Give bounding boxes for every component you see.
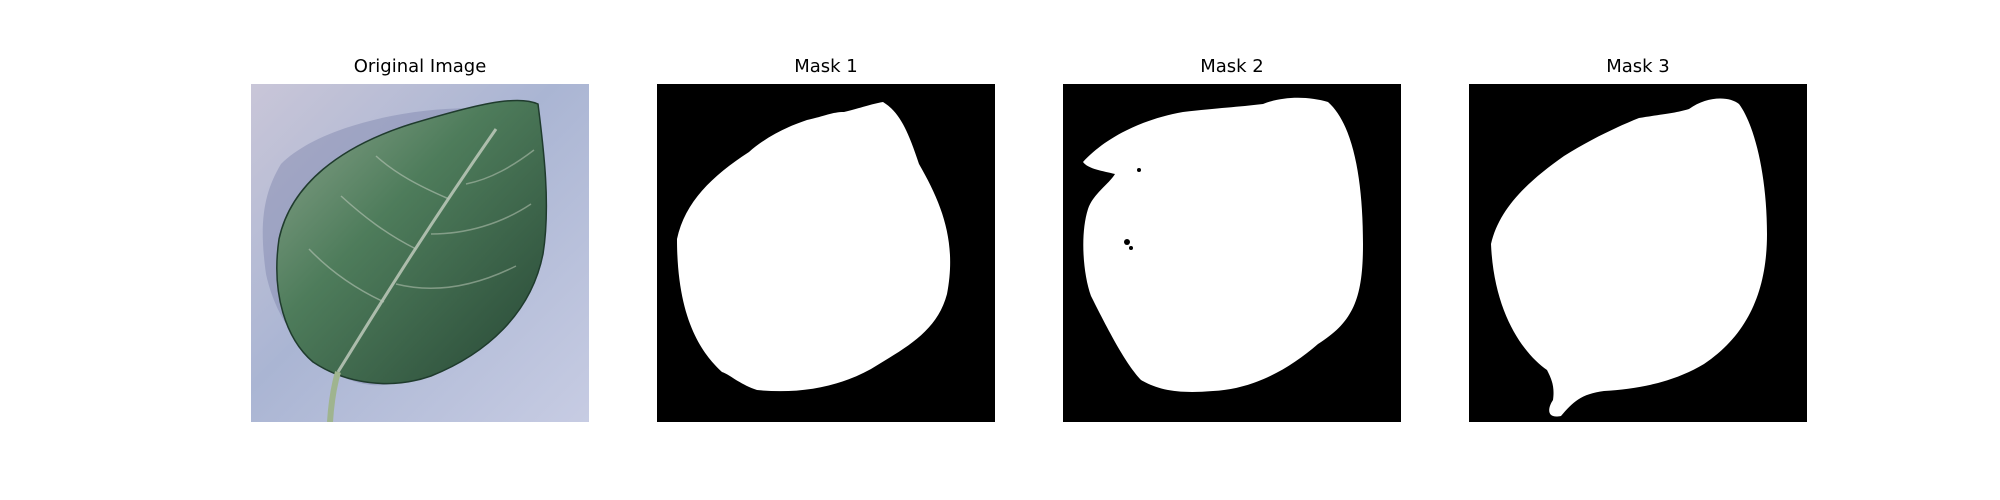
mask-2-image	[1063, 84, 1401, 422]
mask-3-panel	[1469, 84, 1807, 422]
mask-2-title: Mask 2	[1200, 56, 1264, 77]
mask-2-panel	[1063, 84, 1401, 422]
mask-1-title: Mask 1	[794, 56, 858, 77]
mask-1-panel	[657, 84, 995, 422]
original-image-panel	[251, 84, 589, 422]
mask-3-title: Mask 3	[1606, 56, 1670, 77]
mask-3-image	[1469, 84, 1807, 422]
original-image-title: Original Image	[353, 56, 487, 77]
original-leaf-image	[251, 84, 589, 422]
mask-1-image	[657, 84, 995, 422]
